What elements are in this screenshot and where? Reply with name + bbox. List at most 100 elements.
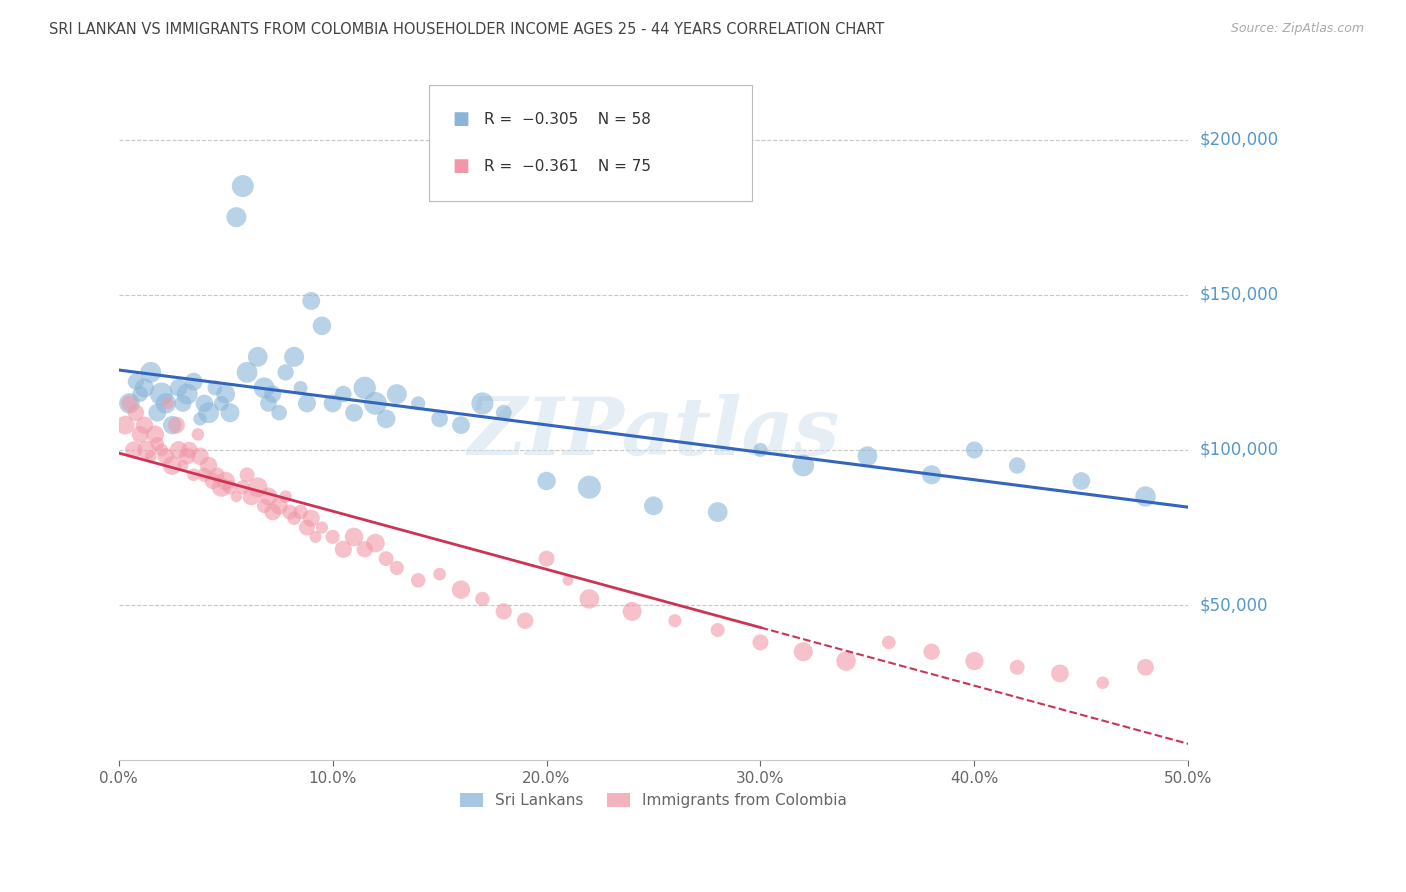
Point [375, 412, 398, 426]
Point [290, 381, 312, 395]
Point [143, 427, 166, 442]
Point [167, 442, 190, 457]
Point [835, 654, 858, 668]
Point [749, 635, 772, 649]
Legend: Sri Lankans, Immigrants from Colombia: Sri Lankans, Immigrants from Colombia [454, 787, 853, 814]
Point [1005, 660, 1028, 674]
Point [963, 654, 986, 668]
Point [209, 396, 232, 410]
Point [155, 449, 177, 463]
Point [257, 396, 280, 410]
Point [135, 442, 157, 457]
Point [406, 396, 429, 410]
Point [160, 418, 183, 433]
Point [856, 449, 879, 463]
Text: ZIPatlas: ZIPatlas [467, 394, 839, 471]
Point [155, 396, 177, 410]
Text: $150,000: $150,000 [1199, 285, 1278, 304]
Point [963, 442, 986, 457]
Point [283, 350, 305, 364]
Point [706, 623, 728, 637]
Point [492, 406, 515, 420]
Point [176, 449, 198, 463]
Point [219, 406, 242, 420]
Point [114, 418, 136, 433]
Point [232, 480, 254, 494]
Text: SRI LANKAN VS IMMIGRANTS FROM COLOMBIA HOUSEHOLDER INCOME AGES 25 - 44 YEARS COR: SRI LANKAN VS IMMIGRANTS FROM COLOMBIA H… [49, 22, 884, 37]
Point [129, 427, 152, 442]
Point [225, 210, 247, 224]
Point [332, 542, 354, 557]
Point [406, 574, 429, 588]
Point [1135, 660, 1157, 674]
Point [183, 375, 205, 389]
Point [792, 458, 814, 473]
Point [262, 505, 284, 519]
Point [201, 474, 224, 488]
Text: $100,000: $100,000 [1199, 441, 1278, 459]
Point [262, 387, 284, 401]
Text: $50,000: $50,000 [1199, 596, 1268, 615]
Point [322, 530, 344, 544]
Point [125, 406, 148, 420]
Point [253, 381, 276, 395]
Point [246, 480, 269, 494]
Point [299, 293, 322, 308]
Point [246, 350, 269, 364]
Point [364, 396, 387, 410]
Point [188, 412, 211, 426]
Point [1005, 458, 1028, 473]
Point [205, 467, 228, 482]
Point [749, 442, 772, 457]
Text: ■: ■ [453, 157, 470, 175]
Point [311, 520, 333, 534]
Point [450, 418, 472, 433]
Point [183, 467, 205, 482]
Point [536, 474, 558, 488]
Point [125, 375, 148, 389]
Point [274, 365, 297, 379]
Point [150, 387, 173, 401]
Text: ■: ■ [453, 111, 470, 128]
Point [215, 387, 238, 401]
Point [129, 387, 152, 401]
Point [278, 505, 301, 519]
Point [257, 490, 280, 504]
Point [118, 396, 141, 410]
Point [118, 396, 141, 410]
Point [134, 418, 156, 433]
Point [621, 604, 644, 618]
Point [332, 387, 354, 401]
Point [429, 412, 451, 426]
Point [921, 467, 943, 482]
Point [375, 551, 398, 566]
Point [792, 645, 814, 659]
Point [1049, 666, 1071, 681]
Point [536, 551, 558, 566]
Point [269, 499, 291, 513]
Point [146, 436, 169, 450]
Text: R =  −0.361    N = 75: R = −0.361 N = 75 [484, 159, 651, 174]
Point [1091, 675, 1114, 690]
Point [515, 614, 537, 628]
Point [283, 511, 305, 525]
Point [204, 381, 226, 395]
Point [166, 418, 188, 433]
Point [193, 467, 215, 482]
Point [664, 614, 686, 628]
Point [232, 179, 254, 194]
Point [225, 490, 247, 504]
Point [188, 449, 211, 463]
Point [193, 396, 215, 410]
Point [471, 396, 494, 410]
Point [187, 427, 209, 442]
Point [219, 480, 242, 494]
Point [1135, 490, 1157, 504]
Point [557, 574, 579, 588]
Text: Source: ZipAtlas.com: Source: ZipAtlas.com [1230, 22, 1364, 36]
Point [471, 591, 494, 606]
Point [150, 442, 173, 457]
Point [139, 365, 162, 379]
Point [295, 396, 318, 410]
Point [176, 387, 198, 401]
